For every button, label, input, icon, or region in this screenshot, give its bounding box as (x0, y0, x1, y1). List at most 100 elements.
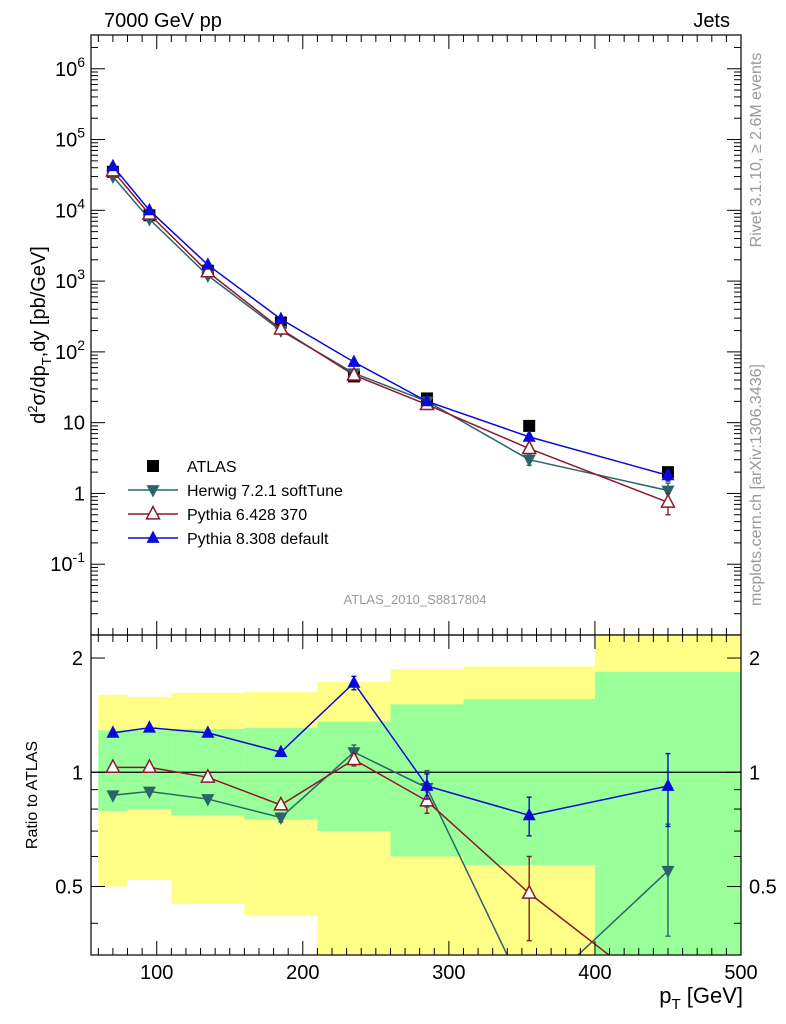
legend-item-atlas: ATLAS (147, 459, 237, 476)
x-tick-label: 100 (140, 962, 173, 984)
data-point (522, 429, 536, 442)
svg-text:pT [GeV]: pT [GeV] (659, 983, 743, 1013)
ratio-series-pythia-6-428-370 (105, 750, 611, 955)
data-point (142, 202, 156, 216)
data-point (201, 257, 215, 270)
ratio-line (112, 751, 669, 955)
ratio-y-axis-label: Ratio to ATLAS (24, 741, 41, 849)
data-point (200, 262, 216, 278)
ratio-point (142, 786, 156, 799)
data-point (523, 419, 536, 432)
main-y-axis-label: d2σ/dpT,dy [pb/GeV] (25, 246, 54, 424)
legend-item-pythia-6-428-370: Pythia 6.428 370 (128, 504, 307, 524)
series-pythia-8-308-default (106, 158, 675, 482)
y-tick-label: 104 (55, 195, 85, 222)
ratio-point (346, 750, 362, 766)
svg-text:d2σ/dpT,dy [pb/GeV]: d2σ/dpT,dy [pb/GeV] (25, 246, 54, 424)
legend: ATLAS Herwig 7.2.1 softTune Pythia 6.428 3… (128, 459, 343, 548)
ratio-y-tick-label: 1 (72, 762, 83, 784)
series-atlas (106, 165, 674, 479)
rivet-info-label: Rivet 3.1.10, ≥ 2.6M events (748, 53, 765, 248)
inner-band-bin (463, 698, 595, 865)
series-line (112, 176, 669, 492)
ratio-line (112, 758, 611, 955)
x-tick-label: 200 (286, 962, 319, 984)
y-tick-label: 106 (55, 54, 85, 81)
data-point (273, 319, 289, 335)
series-line (112, 170, 669, 503)
y-tick-label: 1 (74, 483, 85, 505)
ratio-point (273, 795, 289, 811)
series-herwig-7-2-1-softtune (106, 171, 675, 502)
data-point (521, 439, 537, 455)
ratio-axes: 0.5 0.5 1 1 2 2 100 200 300 400 500 (55, 635, 777, 984)
ratio-point (347, 675, 361, 688)
ratio-point (201, 725, 215, 738)
header-right-label: Jets (693, 10, 730, 32)
x-tick-label: 400 (578, 962, 611, 984)
inner-band-bin (317, 721, 391, 832)
data-point (661, 467, 675, 481)
legend-marker (146, 485, 160, 498)
ratio-point (274, 744, 288, 758)
y-tick-label: 103 (55, 266, 85, 293)
main-series-group (105, 158, 676, 516)
x-tick-label: 300 (432, 962, 465, 984)
x-axis-label: pT [GeV] (659, 983, 743, 1013)
ratio-y-tick-label-right: 2 (749, 648, 760, 670)
ratio-point (106, 725, 120, 738)
ratio-point (274, 812, 288, 825)
analysis-label: ATLAS_2010_S8817804 (344, 592, 487, 607)
y-tick-label: 105 (55, 125, 85, 152)
ratio-point (200, 768, 216, 783)
legend-marker (147, 460, 159, 472)
y-tick-label: 102 (55, 337, 85, 364)
ratio-point (141, 758, 158, 774)
legend-label: Herwig 7.2.1 softTune (187, 483, 343, 500)
main-axes: 10-1 1 10 102 103 104 105 106 (50, 34, 742, 636)
data-point (106, 158, 120, 172)
ratio-point (105, 758, 121, 774)
data-point (274, 311, 288, 325)
ratio-y-tick-label-right: 1 (749, 762, 760, 784)
ratio-point (201, 794, 215, 807)
ratio-series-group (105, 675, 675, 955)
ratio-point (106, 790, 120, 803)
data-point (346, 366, 362, 381)
data-point (347, 354, 361, 367)
ratio-series-herwig-7-2-1-softtune (106, 744, 675, 955)
data-point (660, 493, 676, 508)
ratio-plot-frame (90, 634, 742, 956)
ratio-point (420, 778, 434, 791)
legend-marker (145, 504, 161, 520)
ratio-y-tick-label: 0.5 (55, 877, 83, 899)
ratio-series-pythia-8-308-default (106, 675, 675, 837)
data-point (522, 454, 536, 468)
series-pythia-6-428-370 (105, 161, 676, 516)
legend-label: Pythia 8.308 default (187, 531, 329, 548)
y-tick-label: 10-1 (50, 549, 85, 576)
legend-marker (146, 530, 160, 543)
mcplots-info-label: mcplots.cern.ch [arXiv:1306.3436] (748, 364, 765, 606)
ratio-point (521, 884, 537, 899)
data-point (661, 485, 675, 498)
ratio-point (661, 865, 675, 879)
ratio-point (142, 720, 156, 733)
legend-label: ATLAS (187, 459, 237, 476)
ratio-y-tick-label: 2 (72, 648, 83, 670)
ratio-point (661, 778, 675, 791)
x-tick-label: 500 (724, 962, 757, 984)
legend-label: Pythia 6.428 370 (187, 507, 307, 524)
ratio-point (522, 807, 536, 821)
header-left-label: 7000 GeV pp (104, 10, 222, 32)
data-point (420, 393, 434, 407)
legend-item-herwig-7-2-1-softtune: Herwig 7.2.1 softTune (128, 483, 343, 500)
ratio-line (112, 681, 669, 817)
ratio-plot-panel: 0.5 0.5 1 1 2 2 100 200 300 400 500 Ratio to ATLAS… (24, 634, 777, 1013)
legend-item-pythia-8-308-default: Pythia 8.308 default (128, 530, 329, 548)
series-line (112, 165, 669, 477)
ratio-y-tick-label-right: 0.5 (749, 877, 777, 899)
y-tick-label: 10 (63, 413, 85, 435)
main-plot-panel: 10-1 1 10 102 103 104 105 106 d2σ/dpT,dy [pb/Ge… (25, 34, 742, 636)
